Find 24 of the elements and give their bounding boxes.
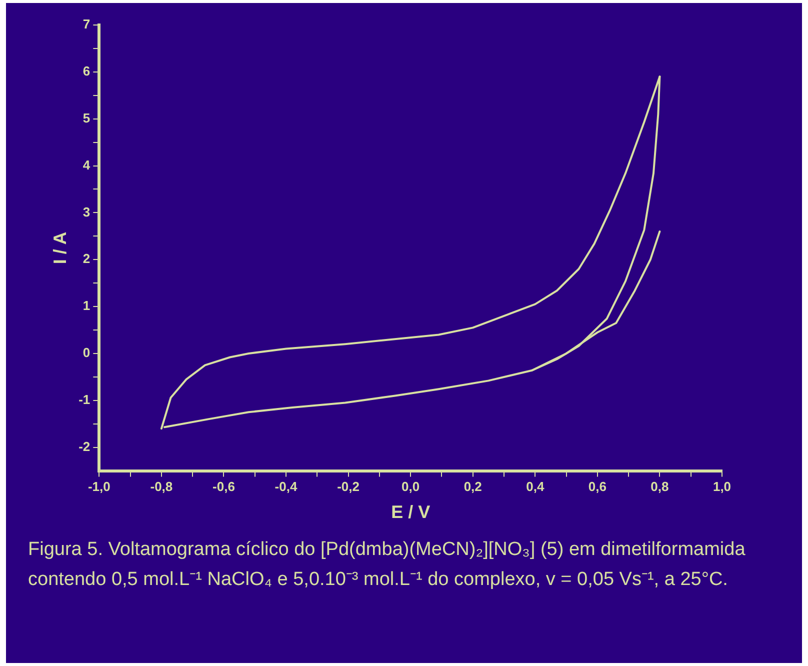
y-tick-label: 0	[82, 345, 90, 360]
y-tick-label: 7	[82, 16, 90, 32]
x-tick-label: -0,6	[212, 479, 235, 494]
y-tick-label: 4	[82, 157, 91, 172]
x-tick-label: -0,2	[337, 479, 360, 494]
y-axis-title: I / A	[50, 232, 70, 264]
y-tick-label: 1	[82, 298, 90, 314]
x-tick-label: -0,4	[274, 479, 298, 494]
x-axis-title: E / V	[391, 502, 430, 522]
x-tick-label: -1,0	[88, 479, 110, 494]
y-tick-label: 2	[82, 251, 90, 266]
x-tick-label: 1,0	[712, 479, 732, 494]
y-tick-label: 5	[82, 110, 90, 126]
x-tick-label: -0,8	[150, 479, 173, 494]
y-tick-label: -2	[78, 438, 90, 454]
x-tick-label: 0,0	[402, 479, 420, 494]
y-tick-label: 6	[82, 64, 90, 79]
y-tick-label: 3	[82, 204, 90, 220]
y-tick-label: -1	[78, 392, 90, 407]
x-tick-label: 0,4	[526, 479, 545, 494]
x-tick-label: 0,2	[464, 479, 482, 494]
text: Figura 5. Voltamograma cíclico do [Pd(dmba)(MeCN)₂][NO₃] (5) em dimetilformamida contendo 0,5 mol.L⁻¹ NaClO₄ e 5,0.10⁻³ mol.L⁻¹ do complexo, v = 0,05 Vs⁻¹, a 25°C.	[28, 538, 746, 592]
x-tick-label: 0,8	[650, 479, 669, 494]
x-tick-label: 0,6	[588, 479, 606, 494]
